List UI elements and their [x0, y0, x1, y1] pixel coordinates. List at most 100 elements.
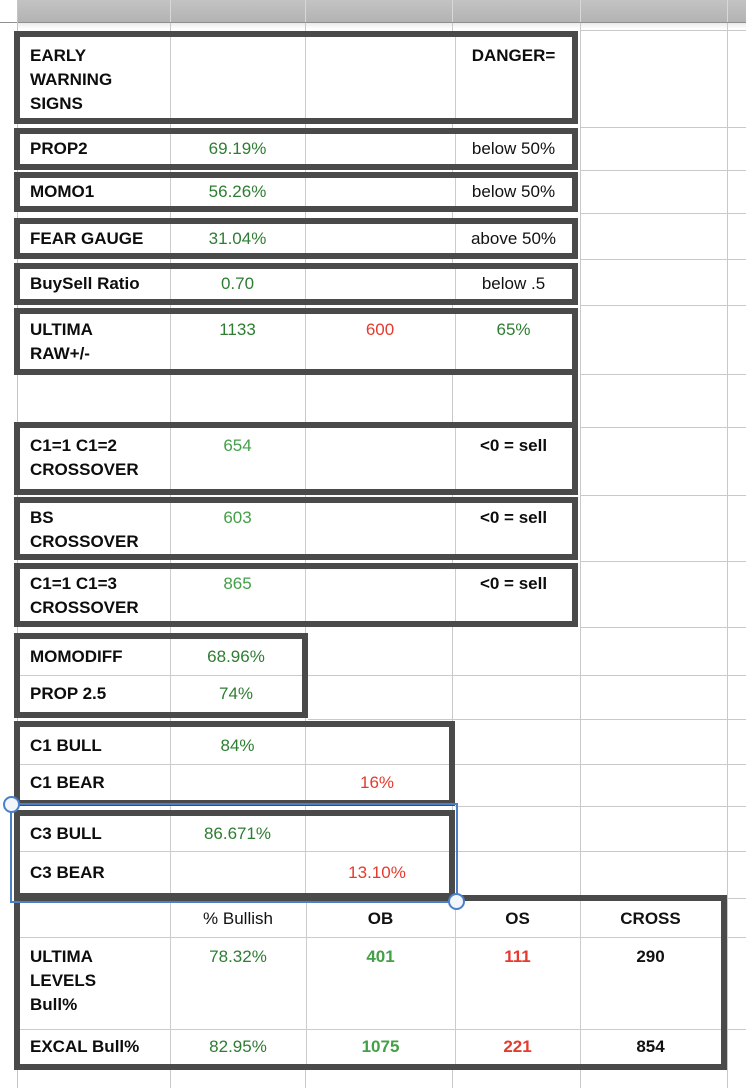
gridline	[455, 806, 746, 807]
gridline	[580, 213, 746, 214]
cell-divider	[170, 134, 171, 164]
cell-c1c2-value: 654	[223, 436, 252, 455]
cell-header-os[interactable]: OS	[505, 909, 530, 928]
column-divider	[727, 0, 728, 22]
cell-divider	[455, 37, 456, 118]
column-divider	[452, 0, 453, 22]
table-c1: C1 BULL 84% C1 BEAR 16%	[14, 721, 455, 806]
cell-divider	[305, 178, 306, 206]
cell-excal-os[interactable]: 221	[503, 1037, 532, 1056]
table-early-warning-header: EARLY WARNING SIGNS DANGER=	[14, 31, 578, 124]
table-row-c1c2-crossover: C1=1 C1=2 CROSSOVER 654 <0 = sell	[14, 422, 578, 495]
cell-danger-label[interactable]: DANGER=	[471, 46, 556, 65]
gridline	[580, 23, 581, 1088]
cell-c1c3-value[interactable]: 865	[223, 574, 252, 593]
cell-c1bull-value[interactable]: 84%	[220, 736, 255, 755]
cell-c1bull-label[interactable]: C1 BULL	[30, 736, 102, 755]
cell-divider	[455, 134, 456, 164]
table-outer-border	[572, 370, 578, 428]
table-levels: % Bullish OB OS CROSS ULTIMA LEVELS Bull…	[14, 895, 727, 1070]
cell-header-bullish[interactable]: % Bullish	[203, 909, 273, 928]
gridline	[580, 170, 746, 171]
cell-divider	[305, 727, 306, 800]
cell-divider	[170, 569, 171, 621]
gridline	[455, 851, 746, 852]
gridline	[727, 23, 728, 1088]
cell-divider	[455, 224, 456, 253]
cell-c1c2-note[interactable]: <0 = sell	[479, 436, 548, 455]
cell-divider	[170, 428, 171, 489]
cell-ultima-raw-red[interactable]: 600	[365, 320, 395, 339]
cell-excal-ob[interactable]: 1075	[361, 1037, 400, 1056]
cell-ultima-levels-cross[interactable]: 290	[636, 947, 665, 966]
selection-handle-top-left[interactable]	[3, 796, 20, 813]
cell-ultima-raw-pct[interactable]: 65%	[496, 320, 531, 339]
cell-divider	[305, 224, 306, 253]
cell-header-cross[interactable]: CROSS	[620, 909, 681, 928]
column-divider	[580, 0, 581, 22]
cell-momodiff-value[interactable]: 68.96%	[207, 647, 265, 666]
cell-ultima-levels-bullish[interactable]: 78.32%	[209, 947, 267, 966]
cell-buysell-label[interactable]: BuySell Ratio	[30, 274, 140, 293]
cell-divider	[305, 134, 306, 164]
cell-divider	[305, 503, 306, 554]
cell-divider	[305, 37, 306, 118]
column-header-strip[interactable]	[18, 0, 746, 22]
cell-c3bear-value[interactable]: 13.10%	[348, 863, 406, 882]
cell-header-ob[interactable]: OB	[367, 909, 394, 928]
row-divider	[20, 1029, 721, 1030]
gridline	[580, 127, 746, 128]
cell-prop25-value[interactable]: 74%	[218, 684, 254, 703]
cell-momo1-label[interactable]: MOMO1	[30, 182, 95, 201]
cell-c3bull-label[interactable]: C3 BULL	[30, 824, 102, 843]
cell-early-warning-title[interactable]: EARLY WARNING SIGNS	[30, 46, 113, 113]
selection-rectangle[interactable]	[3, 796, 465, 910]
cell-prop2-label[interactable]: PROP2	[30, 139, 88, 158]
cell-c1c3-label[interactable]: C1=1 C1=3 CROSSOVER	[30, 574, 139, 617]
cell-ultima-raw-label[interactable]: ULTIMA RAW+/-	[30, 320, 93, 363]
table-row-fear-gauge: FEAR GAUGE 31.04% above 50%	[14, 218, 578, 259]
cell-c1c2-label[interactable]: C1=1 C1=2 CROSSOVER	[30, 436, 139, 479]
cell-buysell-note[interactable]: below .5	[481, 274, 546, 293]
cell-c1bear-value[interactable]: 16%	[359, 773, 395, 792]
cell-ultima-levels-os[interactable]: 111	[504, 947, 531, 966]
cell-c3bull-value[interactable]: 86.671%	[203, 824, 272, 843]
cell-ultima-levels-label[interactable]: ULTIMA LEVELS Bull%	[30, 947, 97, 1014]
cell-momo1-value[interactable]: 56.26%	[208, 182, 267, 201]
table-row-ultima-raw: ULTIMA RAW+/- 1133 600 65%	[14, 308, 578, 375]
gridline	[580, 30, 746, 31]
gridline	[580, 427, 746, 428]
cell-divider	[170, 314, 171, 369]
cell-bs-note[interactable]: <0 = sell	[479, 508, 548, 527]
cell-excal-cross[interactable]: 854	[636, 1037, 665, 1056]
cell-bs-label[interactable]: BS CROSSOVER	[30, 508, 139, 551]
cell-c1bear-label[interactable]: C1 BEAR	[30, 773, 105, 792]
cell-bs-value[interactable]: 603	[223, 508, 252, 527]
cell-c1c3-note[interactable]: <0 = sell	[479, 574, 548, 593]
cell-prop2-note[interactable]: below 50%	[471, 139, 556, 158]
cell-fear-gauge-value[interactable]: 31.04%	[208, 229, 267, 248]
cell-divider	[170, 727, 171, 800]
cell-divider	[170, 269, 171, 299]
cell-divider	[455, 569, 456, 621]
cell-ultima-raw-value[interactable]: 1133	[219, 320, 256, 339]
gridline	[308, 675, 746, 676]
cell-fear-gauge-note[interactable]: above 50%	[470, 229, 557, 248]
gridline	[580, 259, 746, 260]
cell-c3bear-label[interactable]: C3 BEAR	[30, 863, 105, 882]
cell-buysell-value[interactable]: 0.70	[220, 274, 255, 293]
cell-prop2-value[interactable]: 69.19%	[208, 139, 267, 158]
cell-excal-bullish[interactable]: 82.95%	[209, 1037, 267, 1056]
cell-momodiff-label[interactable]: MOMODIFF	[30, 647, 123, 666]
table-row-prop2: PROP2 69.19% below 50%	[14, 128, 578, 170]
cell-divider	[305, 314, 306, 369]
table-momodiff: MOMODIFF 68.96% PROP 2.5 74%	[14, 633, 308, 718]
cell-fear-gauge-label[interactable]: FEAR GAUGE	[30, 229, 144, 248]
cell-divider	[170, 37, 171, 118]
cell-prop25-label[interactable]: PROP 2.5	[30, 684, 107, 703]
cell-excal-label[interactable]: EXCAL Bull%	[30, 1037, 140, 1056]
cell-momo1-note[interactable]: below 50%	[471, 182, 556, 201]
cell-ultima-levels-ob[interactable]: 401	[366, 947, 395, 966]
selection-handle-bottom-right[interactable]	[448, 893, 465, 910]
